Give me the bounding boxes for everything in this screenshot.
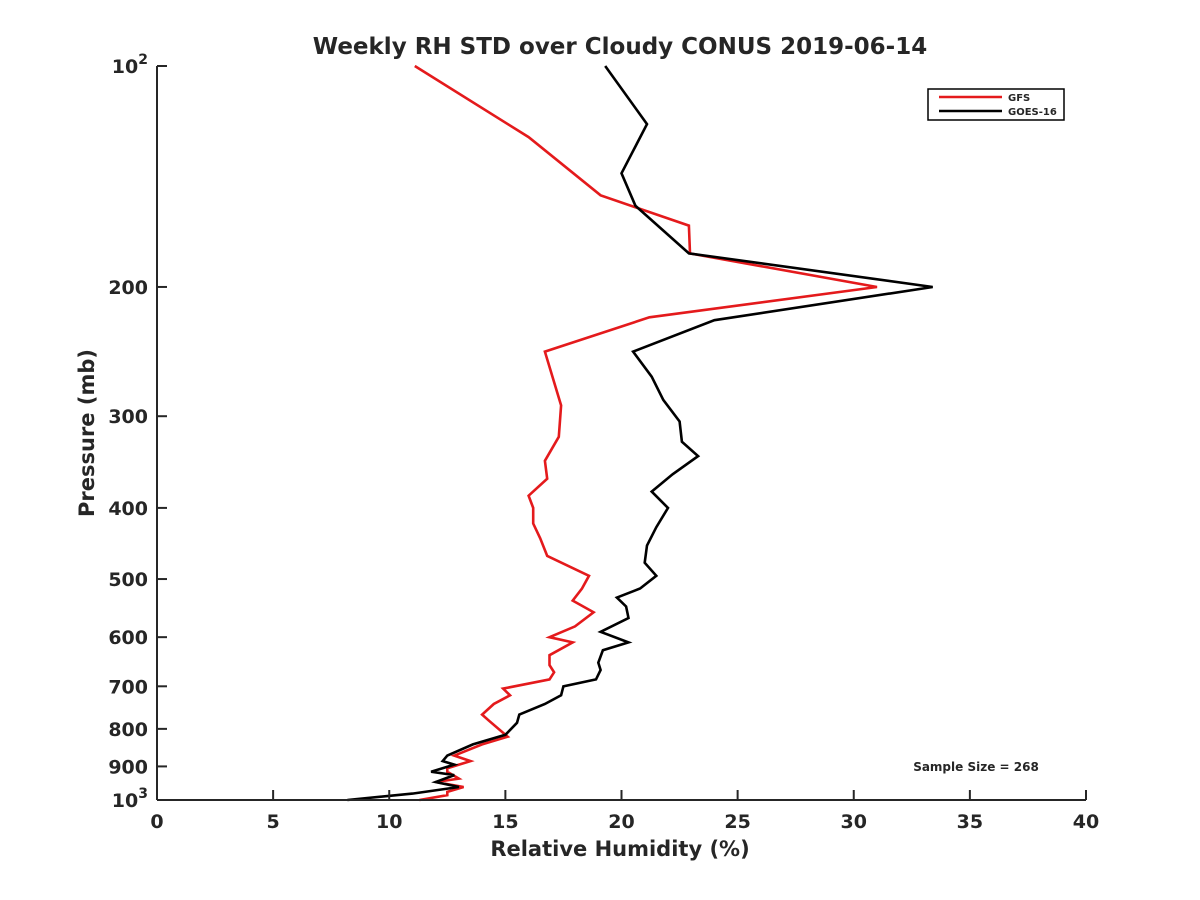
y-tick-label: 300: [108, 406, 148, 428]
x-tick-label: 30: [841, 811, 867, 833]
series-layer: [347, 64, 933, 802]
y-tick-label: 900: [108, 756, 148, 778]
legend-label-goes16: GOES-16: [1008, 107, 1057, 118]
series-line-goes16: [347, 65, 933, 802]
x-tick-label: 40: [1073, 811, 1099, 833]
x-tick-label: 35: [957, 811, 983, 833]
y-tick-label: 600: [108, 627, 148, 649]
y-tick-label: 400: [108, 498, 148, 520]
sample-size-annotation: Sample Size = 268: [913, 760, 1039, 774]
series-line-gfs: [414, 64, 878, 802]
x-tick-label: 10: [376, 811, 402, 833]
y-tick-label: 500: [108, 569, 148, 591]
y-tick-label: 200: [108, 277, 148, 299]
legend-label-gfs: GFS: [1008, 93, 1030, 104]
x-tick-label: 15: [492, 811, 518, 833]
axes-layer: 0 5 10 15 20 25 30 35 40 102 200 300 400 500 600 700 800…: [108, 52, 1099, 833]
y-axis-label: Pressure (mb): [75, 349, 99, 517]
x-tick-label: 20: [608, 811, 634, 833]
y-tick-label: 700: [108, 676, 148, 698]
y-tick-label: 103: [112, 786, 148, 812]
x-tick-label: 5: [267, 811, 280, 833]
chart-title: Weekly RH STD over Cloudy CONUS 2019-06-…: [313, 34, 927, 60]
x-tick-label: 0: [150, 811, 163, 833]
y-tick-label: 800: [108, 719, 148, 741]
legend: GFS GOES-16: [927, 88, 1065, 121]
y-tick-label: 102: [112, 52, 148, 78]
x-axis-label: Relative Humidity (%): [490, 837, 749, 861]
x-tick-label: 25: [724, 811, 750, 833]
legend-box: [927, 88, 1065, 121]
